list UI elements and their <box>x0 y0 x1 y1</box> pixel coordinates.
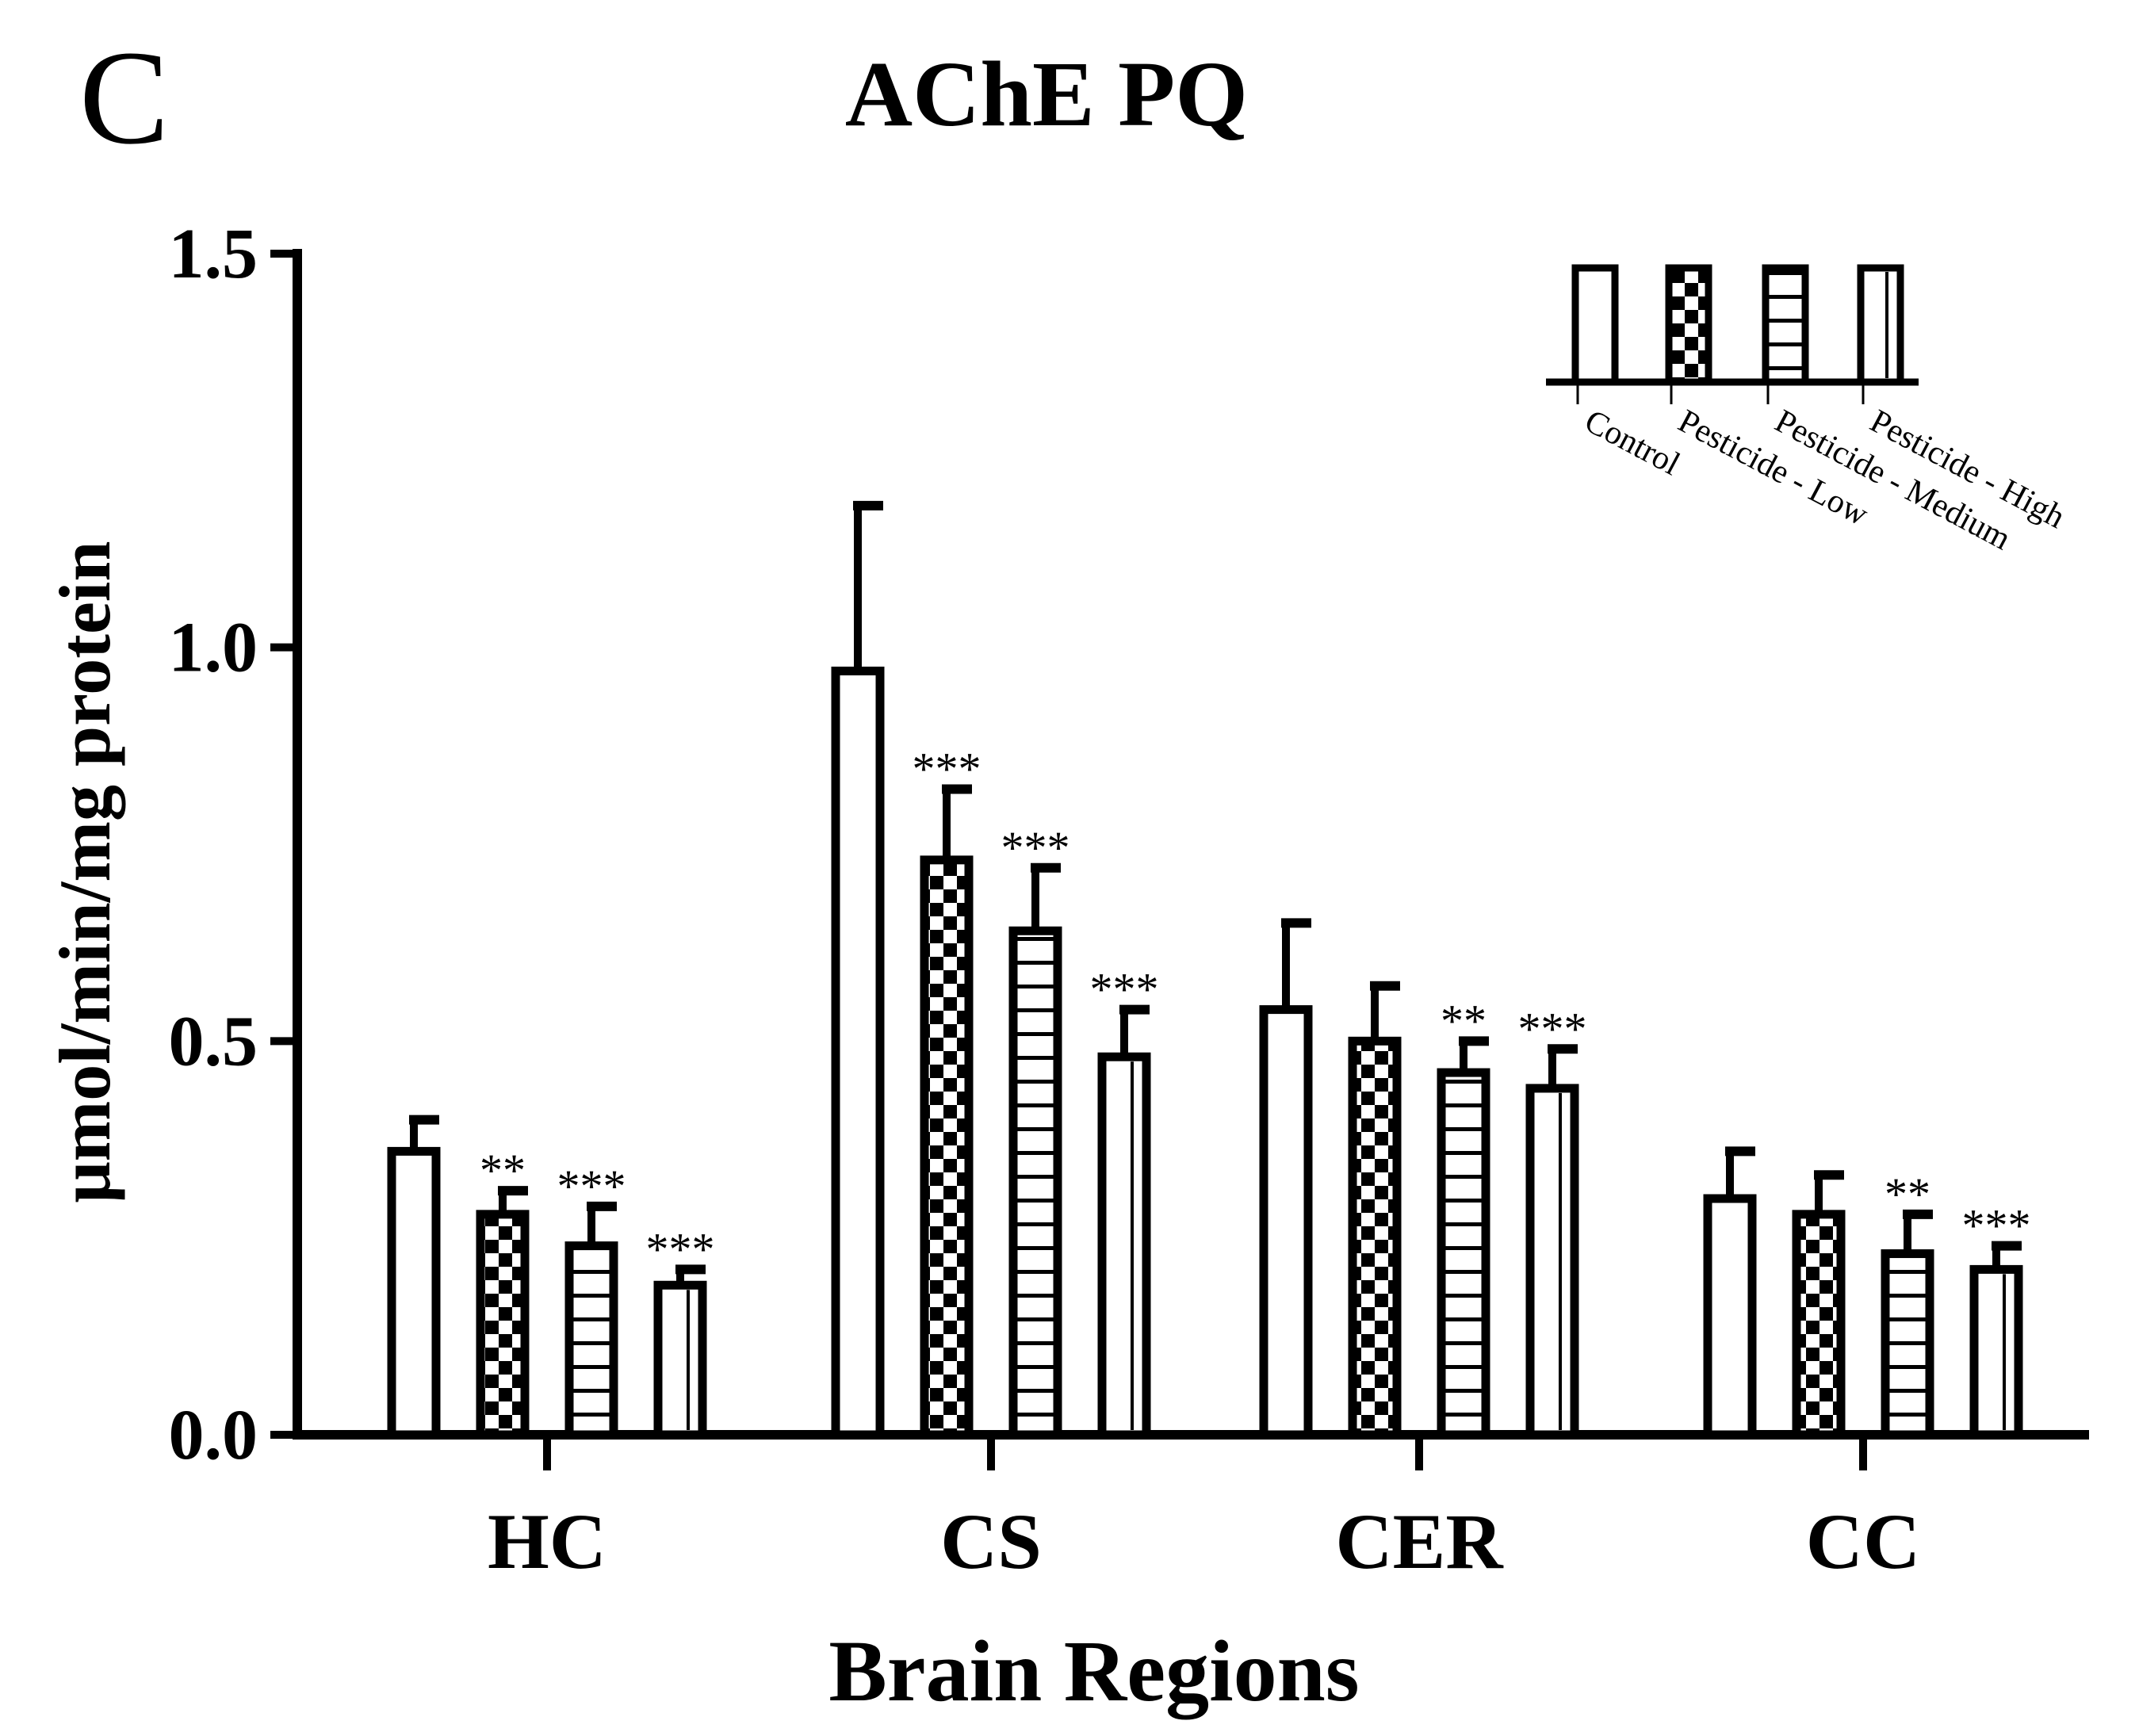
y-tick-label: 0.5 <box>169 1002 258 1080</box>
significance-label: *** <box>646 1223 715 1275</box>
x-tick-label: HC <box>488 1497 606 1585</box>
legend-swatch <box>1665 264 1712 386</box>
x-tick-label: CC <box>1806 1497 1920 1585</box>
bar <box>564 1241 618 1440</box>
bar <box>920 855 974 1440</box>
axes: 0.0 0.5 1.0 1.5 HC CS CER CC <box>169 215 2089 1585</box>
y-tick-label: 0.0 <box>169 1396 258 1474</box>
bar <box>1703 1194 1757 1440</box>
bar <box>1969 1264 2023 1440</box>
bar <box>1348 1036 1402 1440</box>
significance-label: ** <box>1885 1168 1930 1220</box>
y-tick-label: 1.5 <box>169 215 258 293</box>
legend-swatch <box>1571 264 1619 386</box>
significance-label: ** <box>1441 995 1487 1046</box>
legend-label: Control <box>1578 403 1686 483</box>
y-tick-label: 1.0 <box>169 609 258 687</box>
bar <box>387 1146 441 1440</box>
bar <box>1259 1005 1313 1440</box>
bar <box>1881 1249 1934 1440</box>
significance-label: *** <box>913 743 981 794</box>
y-axis-label: μmol/min/mg protein <box>44 541 125 1203</box>
significance-label: *** <box>1001 822 1070 874</box>
bar <box>653 1280 707 1440</box>
x-tick-label: CS <box>940 1497 1042 1585</box>
x-axis-label: Brain Regions <box>828 1623 1359 1719</box>
bar <box>1097 1052 1151 1440</box>
significance-label: *** <box>557 1161 626 1212</box>
chart-title: AChE PQ <box>845 42 1248 146</box>
x-tick-label: CER <box>1335 1497 1504 1585</box>
legend-swatch <box>1762 264 1809 386</box>
significance-label: ** <box>480 1145 526 1196</box>
bars: ** ***************** ******** <box>387 500 2031 1440</box>
significance-label: *** <box>1090 964 1159 1015</box>
legend-swatch <box>1857 264 1904 386</box>
bar <box>1525 1084 1579 1440</box>
bar <box>1792 1210 1846 1440</box>
bar <box>476 1210 530 1440</box>
panel-letter: C <box>79 23 169 172</box>
bar <box>1008 926 1062 1440</box>
bar <box>831 666 885 1440</box>
significance-label: *** <box>1518 1003 1587 1054</box>
significance-label: *** <box>1962 1200 2031 1252</box>
bar <box>1437 1068 1490 1440</box>
